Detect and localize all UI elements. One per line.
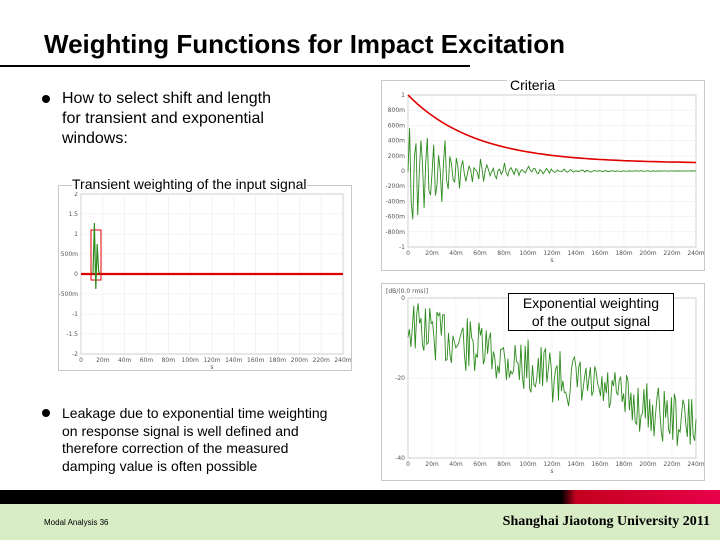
y-tick-label: 800m [388,107,405,114]
y-tick-label: 1 [74,231,78,238]
bullet-dot [42,95,50,103]
x-tick-label: 120m [203,357,220,364]
bullet1-text: How to select shift and length for trans… [62,89,271,149]
x-tick-label: 220m [663,461,680,468]
x-tick-label: 180m [269,357,286,364]
x-tick-label: 160m [247,357,264,364]
x-tick-label: 60m [140,357,154,364]
criteria-chart-panel: 0 20m 40m 60m 80m 100m 120m 140m 160m 180m 200m 220… [381,80,705,271]
y-tick-label: -800m [386,229,406,236]
x-axis-label: s [210,364,213,370]
x-tick-label: 100m [182,357,199,364]
bullet2-line: Leakage due to exponential time weightin… [62,405,328,421]
y-tick-label: 0 [74,271,78,278]
y-tick-label: -1 [72,311,78,318]
x-tick-label: 240m [687,461,704,468]
x-axis-label: s [550,468,553,475]
exponential-caption-line: Exponential weighting [522,295,660,311]
x-tick-label: 220m [663,250,680,257]
y-tick-label: 0 [401,295,405,302]
x-tick-label: 80m [497,461,511,468]
criteria-caption: Criteria [507,77,559,93]
x-tick-label: 0 [406,461,410,468]
footer-accent-band [0,490,720,504]
x-tick-label: 180m [615,250,632,257]
x-tick-label: 140m [567,461,584,468]
y-tick-label: -400m [386,198,406,205]
criteria-chart: 0 20m 40m 60m 80m 100m 120m 140m 160m 180m 200m 220… [386,92,705,264]
x-tick-label: 20m [425,461,439,468]
x-tick-label: 180m [615,461,632,468]
footer-slide-number: Modal Analysis 36 [44,518,109,527]
bullet1-line: for transient and exponential [62,110,264,127]
x-tick-label: 140m [225,357,242,364]
x-tick-label: 140m [567,250,584,257]
x-tick-label: 80m [162,357,176,364]
x-tick-label: 220m [313,357,330,364]
bullet2-line: therefore correction of the measured [62,440,289,456]
bullet2-text: Leakage due to exponential time weightin… [62,405,327,475]
bullet1-line: windows: [62,130,128,147]
x-tick-label: 200m [291,357,308,364]
x-tick-label: 160m [591,250,608,257]
x-tick-label: 60m [473,250,487,257]
x-tick-label: 0 [406,250,410,257]
bullet2-line: damping value is often possible [62,457,258,474]
input-signal-line [92,222,101,290]
transient-chart: 0 20m 40m 60m 80m 100m 120m 140m 160m 180m 200m 220… [59,191,352,371]
transient-caption: Transient weighting of the input signal [72,176,307,192]
x-tick-label: 20m [96,357,110,364]
response-signal-line [407,128,696,220]
y-tick-label: 2 [74,191,78,198]
x-tick-label: 40m [118,357,132,364]
x-tick-label: 120m [543,461,560,468]
x-tick-label: 240m [687,250,704,257]
exponential-window-curve [407,94,697,164]
x-tick-label: 60m [473,461,487,468]
y-tick-label: -200m [386,183,406,190]
footer-university: Shanghai Jiaotong University 2011 [502,514,710,529]
bullet-dot [42,409,50,417]
x-tick-label: 100m [519,250,536,257]
y-tick-label: 500m [61,251,78,258]
x-axis-label: s [550,257,553,264]
exponential-caption-line: of the output signal [531,313,651,329]
x-tick-label: 40m [449,250,463,257]
x-tick-label: 80m [497,250,511,257]
y-tick-label: 400m [388,138,405,145]
y-tick-label: -600m [386,214,406,221]
x-tick-label: 20m [425,250,439,257]
transient-chart-panel: 0 20m 40m 60m 80m 100m 120m 140m 160m 180m 200m 220… [58,185,352,371]
output-spectrum-line [407,303,697,446]
x-tick-label: 40m [449,461,463,468]
y-tick-label: -40 [395,455,405,462]
y-axis-label: [dB/(0.0 rms)] [386,288,428,295]
y-tick-label: -1 [399,244,405,251]
y-tick-label: -20 [395,375,405,382]
x-tick-label: 160m [591,461,608,468]
bullet1-line: How to select shift and length [62,90,272,107]
y-tick-label: 1.5 [68,211,78,218]
x-tick-label: 120m [543,250,560,257]
y-tick-label: -1.5 [66,331,78,338]
x-tick-label: 100m [519,461,536,468]
title-rule [0,65,470,67]
exponential-caption: Exponential weighting of the output sign… [508,293,674,331]
y-tick-label: 200m [388,153,405,160]
y-tick-label: -2 [72,351,78,358]
y-tick-label: 600m [388,122,405,129]
footer-band [0,504,720,540]
x-tick-label: 200m [639,250,656,257]
y-tick-label: -500m [59,291,78,298]
x-tick-label: 240m [334,357,351,364]
bullet2-line: on response signal is well defined and [62,422,299,439]
slide-title: Weighting Functions for Impact Excitatio… [44,29,565,59]
y-tick-label: 1 [401,92,405,99]
y-tick-label: 0 [401,168,405,175]
x-tick-label: 0 [79,357,83,364]
x-tick-label: 200m [639,461,656,468]
